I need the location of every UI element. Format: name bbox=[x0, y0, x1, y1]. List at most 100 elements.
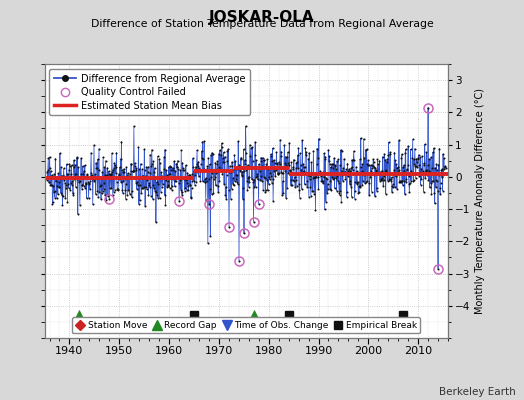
Point bbox=[402, 176, 411, 182]
Point bbox=[417, 166, 425, 172]
Point bbox=[300, 167, 309, 174]
Point bbox=[331, 162, 339, 168]
Point bbox=[417, 182, 425, 188]
Point bbox=[122, 196, 130, 202]
Point bbox=[378, 167, 386, 174]
Point bbox=[89, 176, 97, 182]
Point bbox=[79, 171, 88, 177]
Point bbox=[250, 183, 258, 190]
Point bbox=[173, 158, 182, 164]
Point bbox=[429, 178, 438, 184]
Point bbox=[297, 171, 305, 178]
Point bbox=[334, 156, 343, 162]
Point bbox=[275, 170, 283, 177]
Point bbox=[64, 180, 72, 187]
Point bbox=[341, 168, 349, 175]
Point bbox=[281, 168, 289, 174]
Point bbox=[301, 164, 309, 170]
Point bbox=[47, 182, 56, 188]
Point bbox=[342, 171, 350, 178]
Point bbox=[391, 157, 399, 164]
Point bbox=[221, 154, 229, 160]
Point bbox=[379, 153, 387, 160]
Point bbox=[147, 163, 156, 169]
Point bbox=[246, 165, 255, 171]
Point bbox=[234, 164, 243, 170]
Point bbox=[158, 172, 166, 179]
Point bbox=[251, 139, 259, 145]
Point bbox=[316, 172, 325, 179]
Point bbox=[252, 174, 260, 180]
Point bbox=[421, 174, 429, 181]
Point bbox=[171, 178, 180, 184]
Point bbox=[350, 148, 358, 154]
Point bbox=[68, 182, 76, 188]
Point bbox=[291, 184, 299, 190]
Point bbox=[311, 174, 319, 180]
Point bbox=[401, 150, 409, 156]
Point bbox=[319, 178, 327, 184]
Point bbox=[427, 180, 435, 186]
Point bbox=[388, 189, 396, 195]
Point bbox=[176, 174, 184, 180]
Point bbox=[212, 166, 221, 172]
Point bbox=[92, 160, 100, 166]
Point bbox=[336, 188, 345, 194]
Point bbox=[291, 176, 300, 183]
Point bbox=[326, 164, 335, 170]
Point bbox=[256, 172, 265, 179]
Point bbox=[156, 160, 164, 166]
Point bbox=[308, 170, 316, 176]
Point bbox=[399, 178, 408, 184]
Point bbox=[45, 178, 53, 185]
Point bbox=[213, 158, 222, 164]
Point bbox=[345, 178, 354, 184]
Point bbox=[295, 187, 303, 194]
Point bbox=[66, 186, 74, 193]
Point bbox=[234, 138, 243, 144]
Point bbox=[385, 176, 394, 183]
Point bbox=[151, 176, 160, 182]
Point bbox=[317, 178, 325, 184]
Point bbox=[244, 184, 253, 190]
Point bbox=[359, 136, 368, 142]
Point bbox=[418, 170, 426, 176]
Point bbox=[93, 188, 102, 194]
Point bbox=[165, 170, 173, 177]
Point bbox=[393, 165, 401, 172]
Point bbox=[211, 159, 220, 166]
Point bbox=[176, 177, 184, 183]
Point bbox=[105, 170, 114, 177]
Point bbox=[361, 155, 369, 161]
Point bbox=[132, 166, 140, 173]
Point bbox=[124, 170, 132, 176]
Point bbox=[138, 185, 147, 192]
Point bbox=[258, 178, 266, 184]
Point bbox=[154, 194, 162, 201]
Point bbox=[248, 176, 256, 183]
Point bbox=[58, 172, 66, 179]
Point bbox=[180, 187, 189, 194]
Point bbox=[204, 176, 213, 182]
Point bbox=[225, 224, 233, 230]
Point bbox=[273, 160, 281, 166]
Point bbox=[433, 188, 442, 194]
Point bbox=[368, 165, 376, 172]
Point bbox=[356, 183, 365, 190]
Point bbox=[322, 176, 331, 182]
Point bbox=[348, 156, 356, 163]
Point bbox=[152, 189, 160, 196]
Point bbox=[149, 182, 157, 188]
Point bbox=[427, 191, 435, 198]
Point bbox=[43, 177, 52, 184]
Point bbox=[111, 186, 119, 193]
Point bbox=[247, 164, 256, 170]
Point bbox=[332, 166, 341, 172]
Point bbox=[244, 175, 253, 181]
Point bbox=[373, 185, 381, 192]
Point bbox=[405, 189, 413, 196]
Point bbox=[406, 180, 414, 187]
Point bbox=[201, 176, 210, 182]
Point bbox=[163, 184, 171, 190]
Point bbox=[185, 182, 194, 188]
